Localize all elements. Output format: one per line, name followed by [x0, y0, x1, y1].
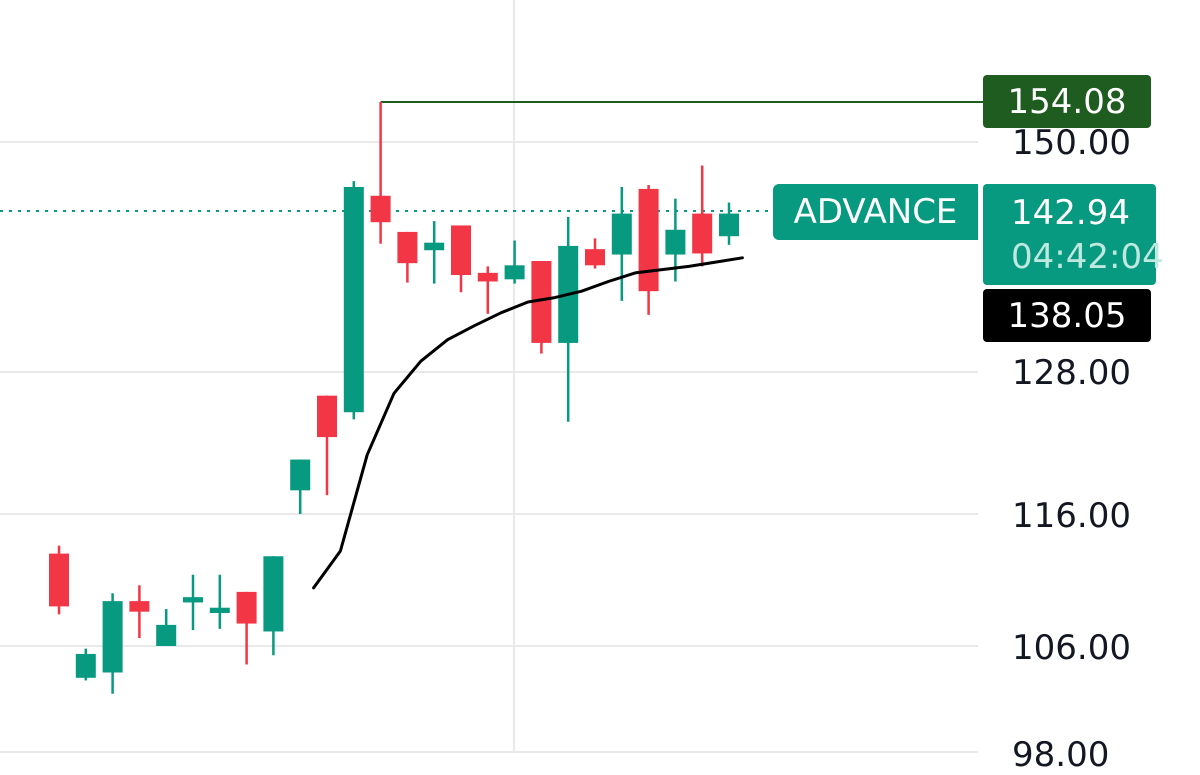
current-price-tag: 142.94 04:42:04 — [983, 184, 1164, 285]
candlestick-chart[interactable] — [0, 0, 1200, 753]
y-tick-label: 106.00 — [1012, 628, 1131, 668]
candle-body-down — [477, 272, 498, 282]
candle-body-down — [531, 261, 552, 343]
moving-average-tag: 138.05 — [983, 289, 1151, 342]
y-tick-label: 128.00 — [1012, 353, 1131, 393]
candle-body-down — [370, 195, 391, 223]
moving-average-value: 138.05 — [1007, 295, 1127, 336]
y-tick-label: 150.00 — [1012, 123, 1131, 163]
countdown-timer: 04:42:04 — [1011, 236, 1164, 277]
candle-body-up — [424, 242, 445, 251]
candle-body-up — [504, 265, 525, 280]
candle-body-up — [102, 601, 123, 673]
candle-body-down — [397, 231, 418, 264]
y-tick-label: 116.00 — [1012, 496, 1131, 536]
candle-body-up — [343, 186, 364, 413]
candle-body-down — [236, 591, 257, 624]
candle-body-up — [156, 624, 177, 646]
candle-body-down — [585, 249, 605, 266]
symbol-tag[interactable]: ADVANCE — [773, 184, 978, 240]
candle-body-up — [665, 229, 686, 255]
candle-body-up — [209, 607, 230, 613]
candle-body-down — [49, 553, 69, 607]
candle-body-down — [451, 225, 471, 276]
y-tick-label: 98.00 — [1012, 735, 1110, 775]
candle-body-down — [317, 395, 337, 438]
candle-body-down — [638, 188, 659, 292]
moving-average-line — [312, 256, 744, 590]
high-price-tag: 154.08 — [983, 75, 1151, 128]
candle-body-up — [75, 653, 96, 678]
candle-body-up — [183, 597, 203, 603]
symbol-label: ADVANCE — [793, 192, 958, 232]
candle-body-up — [611, 213, 632, 255]
candle-body-up — [719, 213, 739, 237]
current-price-value: 142.94 — [1011, 192, 1130, 233]
candle-body-down — [129, 601, 150, 612]
candle-body-up — [290, 459, 311, 491]
candle-body-up — [263, 556, 284, 632]
high-price-value: 154.08 — [1007, 81, 1127, 122]
candle-body-down — [692, 213, 713, 254]
